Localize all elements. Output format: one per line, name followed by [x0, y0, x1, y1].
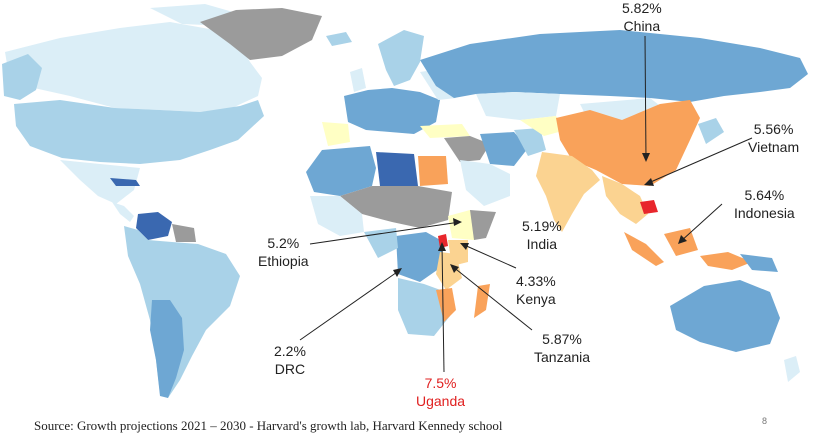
land-indonesia-sumatra — [624, 232, 664, 266]
callout-tanzania-country: Tanzania — [534, 349, 591, 365]
land-west-africa — [310, 196, 364, 236]
pointer-china — [644, 35, 647, 161]
callout-drc-value: 2.2% — [274, 343, 306, 359]
land-western-europe — [344, 88, 440, 134]
land-kazakhstan — [476, 92, 560, 120]
land-canada — [5, 22, 262, 112]
callout-ethiopia: 5.2% Ethiopia — [258, 234, 309, 270]
arrowhead-uganda — [438, 242, 446, 251]
callout-china-value: 5.82% — [622, 0, 662, 16]
arrowhead-vietnam — [644, 178, 654, 186]
arrowhead-china — [642, 153, 650, 162]
callout-uganda: 7.5% Uganda — [416, 374, 465, 410]
land-indochina — [602, 176, 648, 224]
pointer-indonesia — [679, 203, 723, 243]
land-north-africa — [306, 146, 376, 196]
land-central-america — [112, 202, 134, 222]
callout-drc: 2.2% DRC — [274, 342, 306, 378]
land-mozambique — [436, 288, 456, 322]
arrowhead-drc — [393, 268, 402, 277]
pointer-vietnam — [645, 137, 753, 185]
land-china — [556, 100, 700, 186]
land-middle-east — [444, 136, 490, 162]
land-venezuela — [136, 212, 172, 240]
land-horn — [470, 210, 496, 240]
land-mexico — [60, 160, 140, 204]
land-madagascar — [474, 284, 490, 318]
land-libya — [376, 152, 418, 186]
land-greenland — [200, 8, 322, 60]
land-uganda — [438, 234, 448, 248]
land-india — [536, 152, 600, 232]
callout-ethiopia-country: Ethiopia — [258, 253, 309, 269]
callout-uganda-value: 7.5% — [424, 375, 457, 391]
arrowhead-tanzania — [450, 264, 459, 273]
land-iberia — [322, 122, 350, 146]
callout-india-value: 5.19% — [522, 218, 562, 234]
land-turkey — [420, 124, 470, 138]
arrowhead-ethiopia — [453, 218, 462, 226]
pointer-drc — [299, 269, 401, 341]
land-south-america — [124, 226, 240, 398]
callout-indonesia: 5.64% Indonesia — [734, 186, 795, 222]
land-russia — [420, 30, 808, 102]
land-iran — [480, 132, 528, 166]
land-sahel — [340, 186, 452, 228]
pointer-arrowheads — [393, 153, 687, 277]
land-argentina — [150, 300, 184, 398]
land-cambodia — [640, 200, 658, 214]
land-alaska — [2, 54, 42, 100]
pointer-uganda — [441, 243, 445, 373]
land-drc — [396, 232, 444, 282]
source-note: Source: Growth projections 2021 – 2030 -… — [34, 418, 503, 433]
land-indonesia-east — [700, 252, 752, 270]
callout-vietnam: 5.56% Vietnam — [748, 120, 799, 156]
callout-indonesia-value: 5.64% — [744, 187, 785, 203]
callout-tanzania-value: 5.87% — [542, 331, 582, 347]
callout-kenya-value: 4.33% — [516, 273, 556, 289]
callout-india-country: India — [526, 236, 558, 252]
callout-china-country: China — [623, 18, 661, 34]
callout-tanzania: 5.87% Tanzania — [534, 330, 590, 366]
land-central-asia — [520, 116, 566, 136]
callout-drc-country: DRC — [274, 361, 306, 377]
arrowhead-indonesia — [678, 235, 687, 244]
land-caribbean — [110, 178, 140, 186]
land-papua — [740, 254, 778, 272]
land-australia — [670, 280, 780, 352]
land-guianas — [172, 224, 196, 242]
land-central-africa — [364, 228, 398, 258]
callout-indonesia-country: Indonesia — [734, 205, 795, 221]
pointer-ethiopia — [309, 221, 461, 245]
callout-ethiopia-value: 5.2% — [267, 235, 300, 251]
land-usa — [14, 100, 264, 164]
pointer-tanzania — [451, 265, 533, 331]
land-egypt — [418, 156, 448, 186]
callout-kenya: 4.33% Kenya — [516, 272, 556, 308]
pointer-lines — [299, 35, 753, 373]
callout-vietnam-value: 5.56% — [753, 121, 794, 137]
callout-kenya-country: Kenya — [516, 291, 556, 307]
land-iceland — [326, 32, 352, 46]
land-uk — [350, 68, 366, 92]
land-afghanistan — [514, 128, 546, 156]
page-number: 8 — [762, 416, 768, 426]
callout-china: 5.82% China — [622, 0, 662, 35]
land-new-zealand — [784, 356, 800, 382]
land-japan-korea — [698, 118, 724, 144]
land-scandinavia — [378, 30, 424, 86]
callout-vietnam-country: Vietnam — [748, 139, 800, 155]
land-saudi-arabia — [460, 160, 510, 206]
callout-uganda-country: Uganda — [416, 393, 466, 409]
pointer-kenya — [461, 243, 517, 269]
callout-india: 5.19% India — [522, 217, 562, 253]
arrowhead-kenya — [460, 243, 469, 250]
